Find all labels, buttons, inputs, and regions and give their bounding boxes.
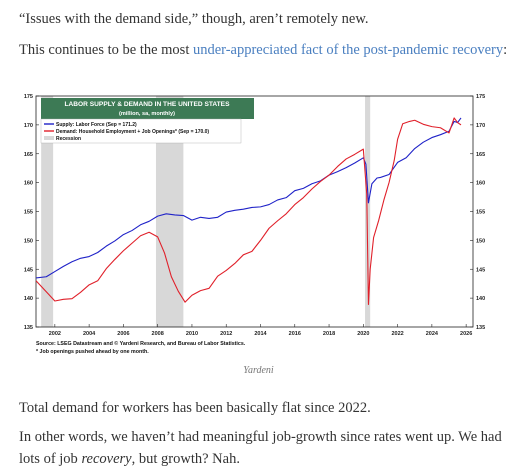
p2-suffix: : [503, 42, 508, 58]
series-lines [35, 117, 462, 306]
post-pandemic-recovery-link[interactable]: under-appreciated fact of the post-pande… [192, 42, 504, 58]
x-tick-label-2022: 2022 [391, 331, 403, 337]
p4-line1: In other words, we haven’t had meaningfu… [19, 429, 502, 445]
p2-prefix: This continues to be the most [19, 42, 193, 58]
legend: Supply: Labor Force (Sep = 171.2) Demand… [40, 118, 242, 144]
y-tick-label-left-140: 140 [24, 296, 33, 302]
y-tick-label-left-165: 165 [24, 152, 33, 158]
demand-line [35, 117, 462, 306]
p4-line2-prefix: lots of job [19, 451, 82, 467]
p4-line2: lots of job recovery, but growth? Nah. [19, 448, 502, 470]
recession-band-2 [365, 96, 371, 327]
legend-box [40, 118, 242, 144]
y-tick-label-left-175: 175 [24, 94, 33, 100]
paragraph-total-demand: Total demand for workers has been basica… [19, 400, 371, 416]
y-tick-label-right-175: 175 [476, 94, 485, 100]
x-tick-label-2004: 2004 [83, 331, 96, 337]
labor-supply-demand-chart: 135 140 145 150 155 160 165 170 175 135 140 145 150… [19, 88, 492, 363]
y-tick-label-right-165: 165 [476, 152, 485, 158]
x-axis: 2002 2004 2006 2008 2010 2012 2014 2016 2018 2020… [49, 324, 472, 337]
y-axis-right: 135 140 145 150 155 160 165 170 175 [470, 94, 485, 331]
x-tick-label-2002: 2002 [49, 331, 61, 337]
x-tick-label-2016: 2016 [289, 331, 301, 337]
x-tick-label-2006: 2006 [117, 331, 129, 337]
supply-line [35, 117, 462, 279]
x-tick-label-2012: 2012 [220, 331, 232, 337]
y-tick-label-left-155: 155 [24, 210, 33, 216]
legend-supply-label: Supply: Labor Force (Sep = 171.2) [56, 122, 137, 128]
x-tick-label-2026: 2026 [460, 331, 472, 337]
chart-source: Source: LSEG Datastream and © Yardeni Re… [36, 340, 246, 347]
y-tick-label-right-155: 155 [476, 210, 485, 216]
y-tick-label-right-160: 160 [476, 181, 485, 187]
x-tick-label-2010: 2010 [186, 331, 198, 337]
chart-subtitle: (million, sa, monthly) [119, 111, 175, 117]
y-tick-label-left-160: 160 [24, 181, 33, 187]
y-axis-left: 135 140 145 150 155 160 165 170 175 [24, 94, 39, 331]
legend-recession-label: Recession [56, 136, 81, 142]
paragraph-post-pandemic: This continues to be the most under-appr… [19, 39, 507, 61]
x-tick-label-2018: 2018 [323, 331, 335, 337]
y-tick-label-right-135: 135 [476, 325, 485, 331]
y-tick-label-right-150: 150 [476, 238, 485, 244]
title-background [41, 98, 254, 119]
y-tick-label-right-145: 145 [476, 267, 485, 273]
legend-demand-label: Demand: Household Employment + Job Openi… [56, 129, 209, 135]
y-tick-label-left-145: 145 [24, 267, 33, 273]
y-tick-label-left-150: 150 [24, 238, 33, 244]
y-tick-label-left-170: 170 [24, 123, 33, 129]
legend-recession-swatch [44, 136, 54, 140]
y-tick-label-right-170: 170 [476, 123, 485, 129]
p4-line2-suffix: , but growth? Nah. [131, 451, 240, 467]
x-tick-label-2020: 2020 [357, 331, 369, 337]
paragraph-issues-demand-side: “Issues with the demand side,” though, a… [19, 11, 369, 27]
y-tick-label-right-140: 140 [476, 296, 485, 302]
chart-title: LABOR SUPPLY & DEMAND IN THE UNITED STAT… [65, 101, 231, 108]
chart-footnote: * Job openings pushed ahead by one month… [36, 349, 149, 355]
p4-recovery-emphasis: recovery [81, 451, 132, 467]
x-tick-label-2008: 2008 [152, 331, 164, 337]
paragraph-job-growth: In other words, we haven’t had meaningfu… [19, 426, 502, 470]
x-tick-label-2014: 2014 [254, 331, 267, 337]
chart-caption: Yardeni [243, 365, 274, 376]
chart-title-box: LABOR SUPPLY & DEMAND IN THE UNITED STAT… [41, 98, 254, 119]
recession-band-0 [41, 96, 54, 327]
y-tick-label-left-135: 135 [24, 325, 33, 331]
x-tick-label-2024: 2024 [426, 331, 439, 337]
